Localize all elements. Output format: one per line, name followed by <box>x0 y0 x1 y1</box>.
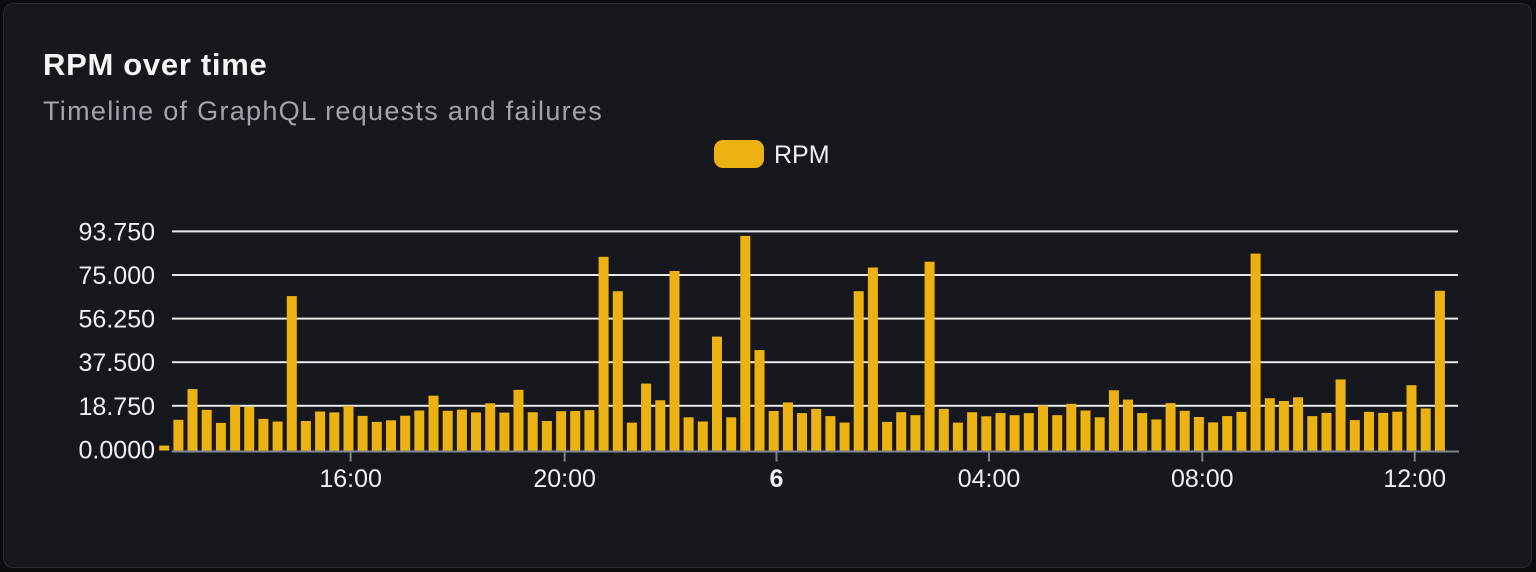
svg-text:6: 6 <box>770 465 784 493</box>
svg-text:56.250: 56.250 <box>79 306 155 334</box>
svg-text:20:00: 20:00 <box>533 465 596 493</box>
svg-text:04:00: 04:00 <box>958 465 1021 493</box>
svg-text:08:00: 08:00 <box>1171 465 1234 493</box>
svg-text:37.500: 37.500 <box>79 349 155 377</box>
svg-text:0.0000: 0.0000 <box>79 436 155 464</box>
svg-text:16:00: 16:00 <box>319 465 382 493</box>
svg-text:75.000: 75.000 <box>79 262 155 290</box>
svg-text:12:00: 12:00 <box>1383 465 1446 493</box>
svg-text:93.750: 93.750 <box>79 218 155 246</box>
svg-text:18.750: 18.750 <box>79 393 155 421</box>
svg-text:RPM: RPM <box>774 141 830 169</box>
